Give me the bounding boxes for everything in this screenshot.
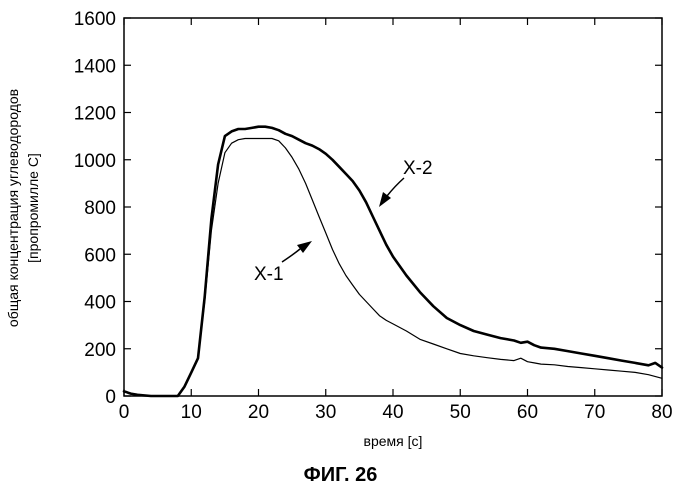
y-tick-label: 0 (105, 387, 116, 408)
y-tick-label: 800 (84, 198, 116, 219)
x-tick-label: 0 (119, 402, 130, 423)
series-line-x-2 (124, 127, 662, 396)
y-tick-label: 1200 (74, 104, 116, 125)
series-label-x-2: X-2 (403, 158, 433, 179)
chart-figure: 0102030405060708002004006008001000120014… (0, 0, 681, 500)
y-tick-label: 1000 (74, 151, 116, 172)
plot-frame (124, 18, 662, 396)
series-label-x-2-arrow (387, 178, 404, 196)
figure-caption: ФИГ. 26 (0, 464, 681, 487)
y-tick-label: 400 (84, 293, 116, 314)
series-line-x-1 (124, 139, 662, 397)
x-axis-label: время [с] (364, 433, 423, 449)
y-axis-label-line-1: общая концентрация углеводородов (5, 89, 21, 327)
y-tick-label: 200 (84, 340, 116, 361)
y-axis-label-line-2: [пропромилле С] (25, 153, 41, 263)
series-label-x-1-arrow (282, 249, 300, 262)
x-tick-label: 70 (584, 402, 605, 423)
x-tick-label: 50 (450, 402, 471, 423)
y-tick-label: 1400 (74, 56, 116, 77)
series-label-x-1: X-1 (254, 264, 284, 285)
y-tick-label: 1600 (74, 9, 116, 30)
x-tick-label: 60 (517, 402, 538, 423)
series-label-x-1-arrowhead (297, 241, 312, 253)
x-tick-label: 20 (248, 402, 269, 423)
x-tick-label: 10 (181, 402, 202, 423)
x-tick-label: 40 (382, 402, 403, 423)
x-tick-label: 30 (315, 402, 336, 423)
y-tick-label: 600 (84, 245, 116, 266)
x-tick-label: 80 (651, 402, 672, 423)
